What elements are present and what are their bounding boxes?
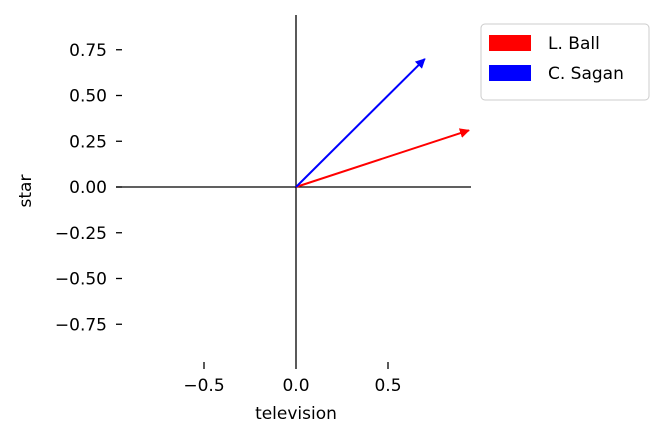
legend: L. Ball C. Sagan bbox=[480, 23, 650, 101]
y-tick-label: −0.25 bbox=[55, 224, 107, 244]
y-tick-label: −0.75 bbox=[55, 315, 107, 335]
vectors bbox=[295, 58, 470, 188]
y-tick-label: 0.00 bbox=[69, 178, 107, 198]
y-tick-label: 0.25 bbox=[69, 132, 107, 152]
x-tick-label: 0.5 bbox=[374, 376, 401, 396]
x-axis-label: television bbox=[255, 404, 337, 424]
x-tick-label: 0.0 bbox=[282, 376, 309, 396]
y-tick-label: −0.50 bbox=[55, 270, 107, 290]
legend-label: L. Ball bbox=[548, 34, 600, 54]
vector-arrow-l-ball bbox=[295, 128, 470, 188]
x-ticks: −0.5 0.0 0.5 bbox=[183, 362, 402, 396]
y-axis-label: star bbox=[16, 175, 36, 208]
vector-arrow-c-sagan bbox=[295, 58, 426, 188]
legend-swatch bbox=[489, 35, 531, 51]
x-tick-label: −0.5 bbox=[183, 376, 224, 396]
axes bbox=[116, 15, 471, 362]
y-tick-label: 0.50 bbox=[69, 87, 107, 107]
y-ticks: 0.75 0.50 0.25 0.00 −0.25 −0.50 −0.75 bbox=[55, 41, 122, 335]
y-tick-label: 0.75 bbox=[69, 41, 107, 61]
legend-swatch bbox=[489, 65, 531, 81]
legend-label: C. Sagan bbox=[548, 64, 624, 84]
